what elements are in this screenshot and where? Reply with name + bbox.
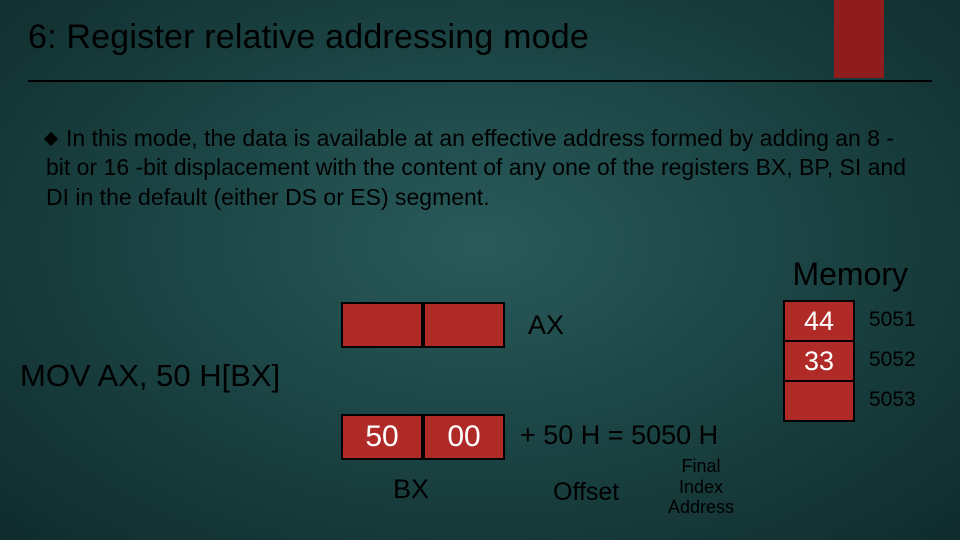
bx-register: 50 00: [341, 414, 505, 460]
memory-row: 5053: [783, 380, 916, 420]
ax-high-cell: [341, 302, 423, 348]
final-address-label: Final Index Address: [668, 456, 734, 518]
memory-address: 5053: [869, 388, 916, 412]
final-l3: Address: [668, 497, 734, 517]
bx-label: BX: [393, 474, 429, 505]
slide-title: 6: Register relative addressing mode: [28, 18, 932, 57]
bx-high-cell: 50: [341, 414, 423, 460]
memory-row: 44 5051: [783, 300, 916, 340]
memory-address: 5051: [869, 308, 916, 332]
memory-heading: Memory: [792, 256, 908, 293]
memory-cell: 44: [783, 300, 855, 342]
bullet-diamond-icon: [44, 132, 58, 146]
bullet-text: In this mode, the data is available at a…: [46, 124, 916, 212]
final-l2: Index: [679, 477, 723, 497]
final-l1: Final: [682, 456, 721, 476]
bx-low-cell: 00: [423, 414, 505, 460]
memory-address: 5052: [869, 348, 916, 372]
title-bar: 6: Register relative addressing mode: [28, 18, 932, 57]
bullet-content: In this mode, the data is available at a…: [46, 125, 906, 210]
offset-expression: + 50 H = 5050 H: [520, 420, 718, 451]
ax-low-cell: [423, 302, 505, 348]
offset-label: Offset: [553, 478, 619, 507]
memory-row: 33 5052: [783, 340, 916, 380]
memory-cell: 33: [783, 340, 855, 382]
memory-column: 44 5051 33 5052 5053: [783, 300, 916, 420]
title-underline: [28, 80, 932, 82]
ax-label: AX: [528, 310, 564, 341]
ax-register: [341, 302, 505, 348]
instruction-text: MOV AX, 50 H[BX]: [20, 358, 280, 394]
memory-cell: [783, 380, 855, 422]
